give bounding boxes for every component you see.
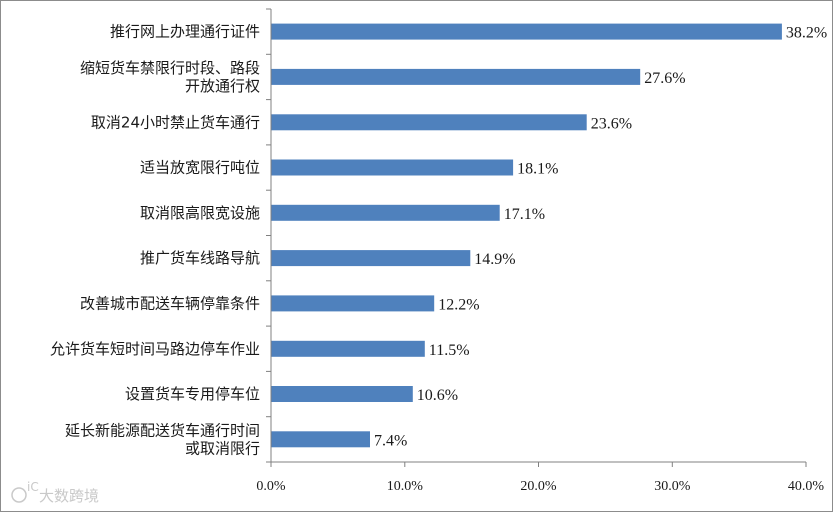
- category-label: 适当放宽限行吨位: [140, 159, 260, 177]
- category-label-line: 推广货车线路导航: [140, 249, 260, 267]
- x-tick-label: 40.0%: [788, 479, 825, 494]
- category-label-line: 允许货车短时间马路边停车作业: [50, 340, 260, 358]
- bar: [271, 114, 587, 131]
- category-label-line: 开放通行权: [185, 77, 260, 95]
- value-label: 23.6%: [591, 115, 632, 132]
- value-label: 10.6%: [417, 387, 458, 404]
- category-label: 推广货车线路导航: [140, 249, 260, 267]
- x-tick-label: 20.0%: [520, 479, 557, 494]
- category-label: 取消限高限宽设施: [140, 204, 260, 222]
- category-label-line: 改善城市配送车辆停靠条件: [80, 294, 260, 312]
- category-label: 允许货车短时间马路边停车作业: [50, 340, 260, 358]
- category-label-line: 推行网上办理通行证件: [110, 23, 260, 41]
- bars-group: [271, 23, 782, 448]
- category-label-line: 取消24小时禁止货车通行: [91, 113, 260, 131]
- value-label: 18.1%: [517, 161, 558, 178]
- watermark: iC 大数跨境: [11, 480, 99, 505]
- value-label: 27.6%: [644, 70, 685, 87]
- bar: [271, 340, 425, 357]
- bar: [271, 159, 514, 176]
- bar: [271, 386, 413, 402]
- x-tick-label: 10.0%: [387, 479, 424, 494]
- x-tick-label: 30.0%: [654, 479, 691, 494]
- category-labels: 推行网上办理通行证件缩短货车禁限行时段、路段开放通行权取消24小时禁止货车通行适…: [50, 23, 260, 458]
- category-label-line: 缩短货车禁限行时段、路段: [80, 59, 260, 77]
- value-label: 11.5%: [429, 342, 470, 359]
- bar: [271, 23, 782, 40]
- category-label-line: 或取消限行: [185, 439, 260, 457]
- value-label: 17.1%: [504, 206, 545, 223]
- bar: [271, 431, 370, 448]
- category-label: 延长新能源配送货车通行时间或取消限行: [65, 421, 260, 457]
- category-label-line: 设置货车专用停车位: [125, 385, 260, 403]
- bar: [271, 204, 500, 221]
- watermark-mark: iC: [27, 480, 39, 494]
- x-axis: 0.0% 10.0% 20.0% 30.0% 40.0%: [256, 8, 825, 494]
- value-label: 7.4%: [374, 432, 407, 449]
- value-label: 12.2%: [438, 296, 479, 313]
- bar: [271, 250, 471, 267]
- category-label: 设置货车专用停车位: [125, 385, 260, 403]
- watermark-logo-icon: [11, 487, 27, 503]
- bar: [271, 68, 641, 85]
- category-label-line: 适当放宽限行吨位: [140, 159, 260, 177]
- value-label: 14.9%: [474, 251, 515, 268]
- category-label: 取消24小时禁止货车通行: [91, 113, 260, 131]
- category-label: 推行网上办理通行证件: [110, 23, 260, 41]
- value-label: 38.2%: [786, 25, 827, 42]
- x-tick-label: 0.0%: [256, 479, 286, 494]
- category-label-line: 取消限高限宽设施: [140, 204, 260, 222]
- category-label-line: 延长新能源配送货车通行时间: [65, 421, 260, 439]
- category-label: 缩短货车禁限行时段、路段开放通行权: [80, 59, 260, 95]
- value-labels: 38.2% 27.6% 23.6% 18.1% 17.1% 14.9% 12.2% 11.5%…: [374, 25, 827, 450]
- watermark-text: 大数跨境: [39, 487, 99, 505]
- bar: [271, 295, 435, 312]
- category-label: 改善城市配送车辆停靠条件: [80, 294, 260, 312]
